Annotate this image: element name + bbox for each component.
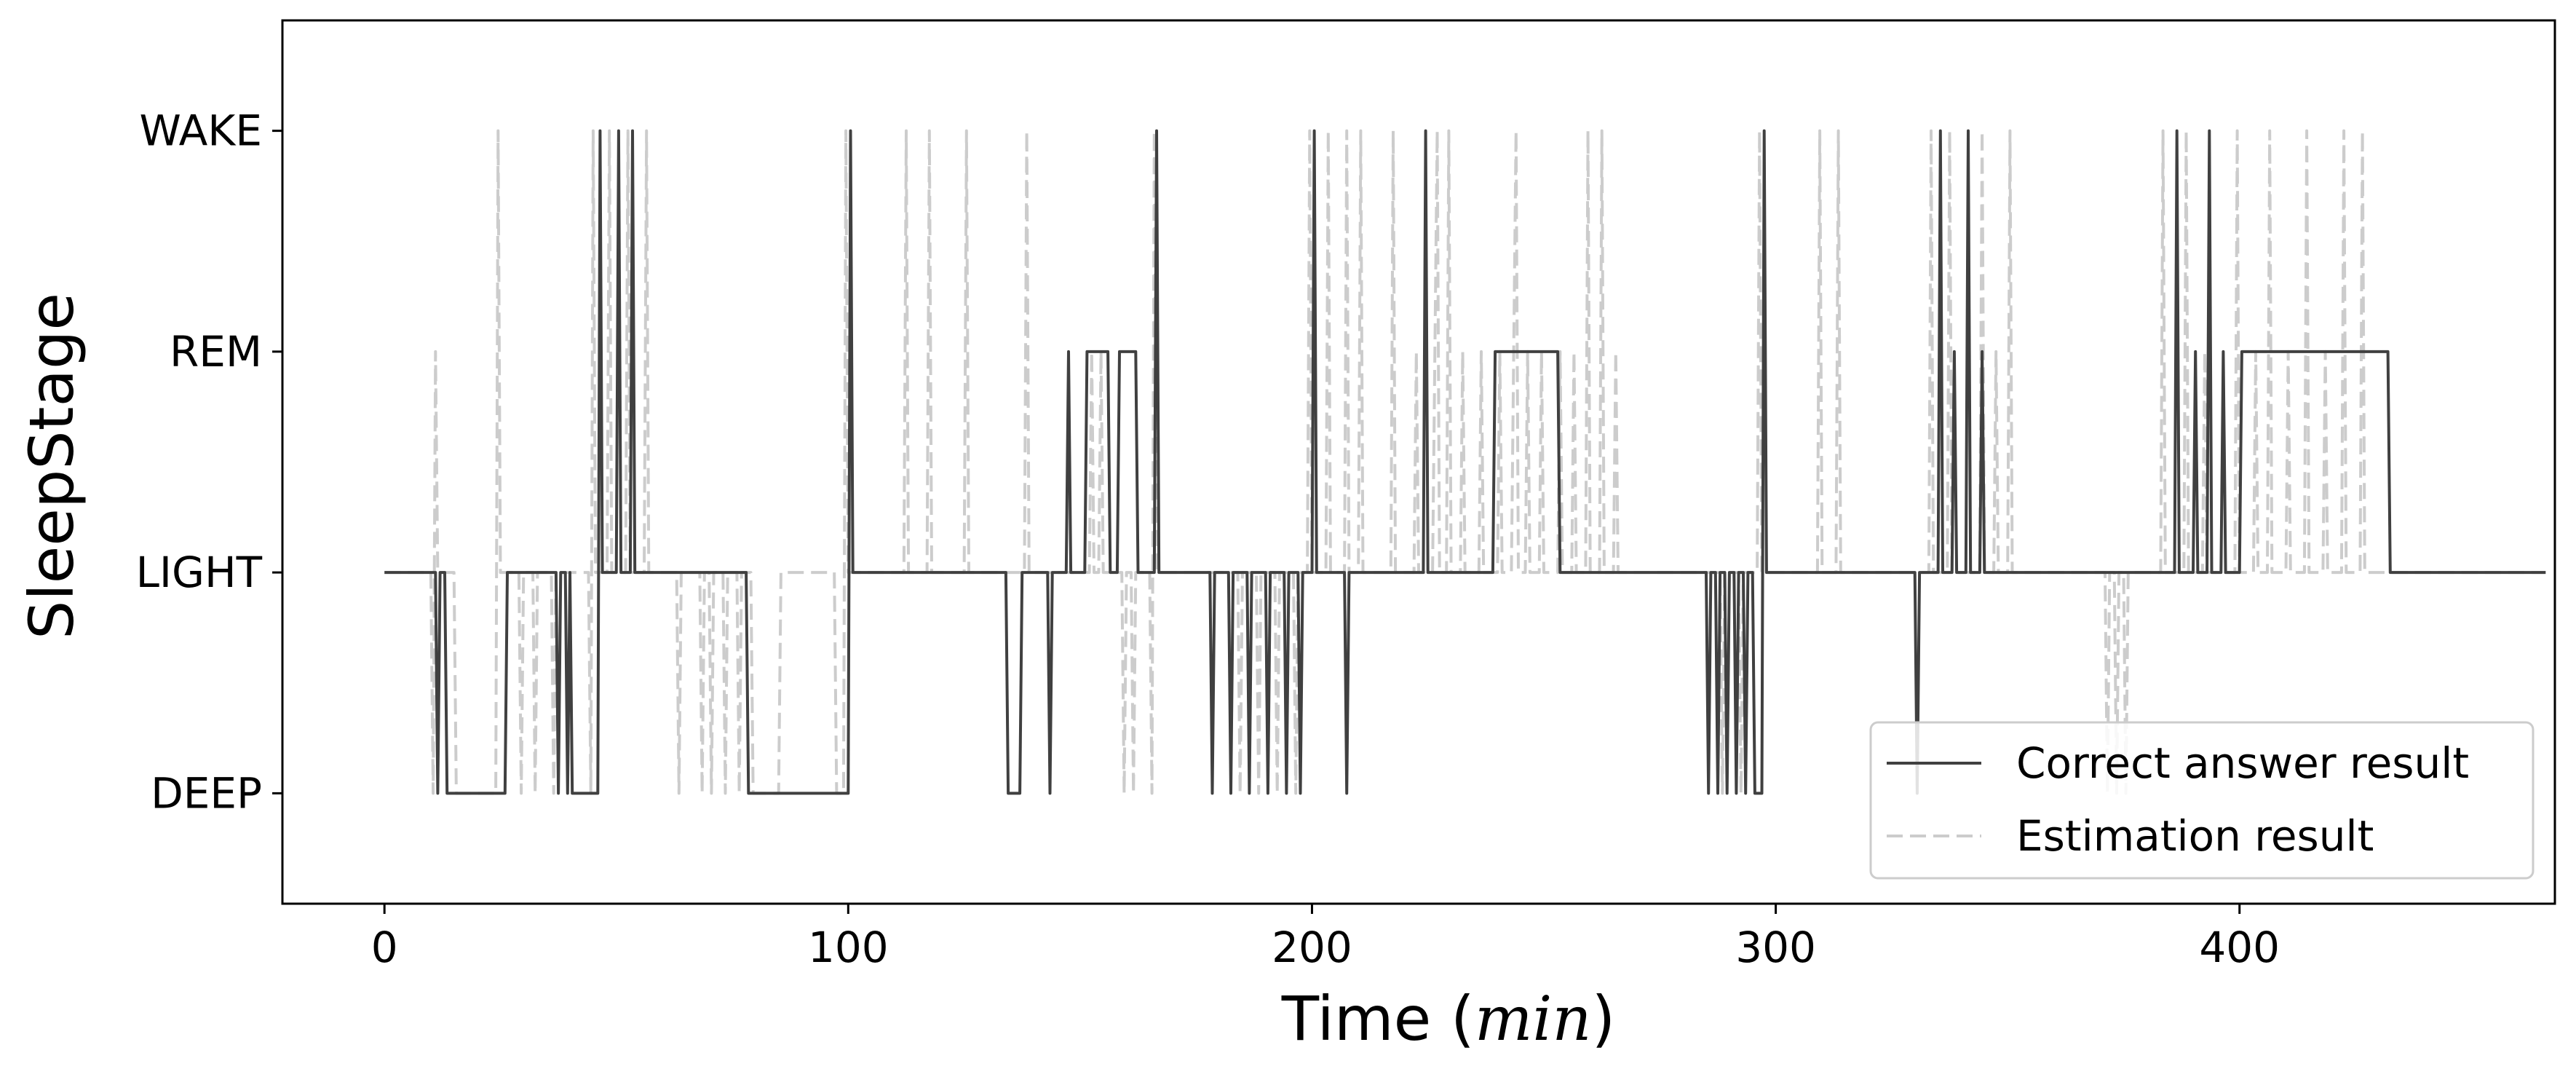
legend-label-correct: Correct answer result bbox=[2016, 738, 2469, 788]
x-axis-label-unit: min bbox=[1475, 983, 1592, 1054]
y-tick-label: WAKE bbox=[139, 106, 262, 156]
x-tick-label: 100 bbox=[808, 923, 889, 972]
y-axis-label: SleepStage bbox=[16, 293, 87, 639]
x-tick-label: 200 bbox=[1272, 923, 1352, 972]
legend-label-estimation: Estimation result bbox=[2016, 811, 2374, 861]
legend: Correct answer result Estimation result bbox=[1869, 721, 2535, 880]
y-tick-label: DEEP bbox=[151, 768, 262, 818]
y-tick-label: REM bbox=[170, 327, 262, 376]
x-axis-label-prefix: Time ( bbox=[1281, 983, 1475, 1054]
x-axis-label-suffix: ) bbox=[1591, 983, 1615, 1054]
series-line-correct bbox=[384, 129, 2546, 795]
plot-frame bbox=[281, 19, 2556, 905]
legend-box bbox=[1869, 721, 2535, 880]
x-tick-label: 400 bbox=[2199, 923, 2280, 972]
x-tick-label: 300 bbox=[1735, 923, 1816, 972]
x-axis-label: Time (min) bbox=[1281, 983, 1615, 1054]
x-tick-label: 0 bbox=[371, 923, 398, 972]
y-axis-ticks: DEEP LIGHT REM WAKE bbox=[136, 106, 282, 818]
x-axis-ticks: 0 100 200 300 400 bbox=[371, 904, 2280, 972]
y-tick-label: LIGHT bbox=[136, 548, 263, 597]
plot-lines bbox=[384, 129, 2546, 795]
